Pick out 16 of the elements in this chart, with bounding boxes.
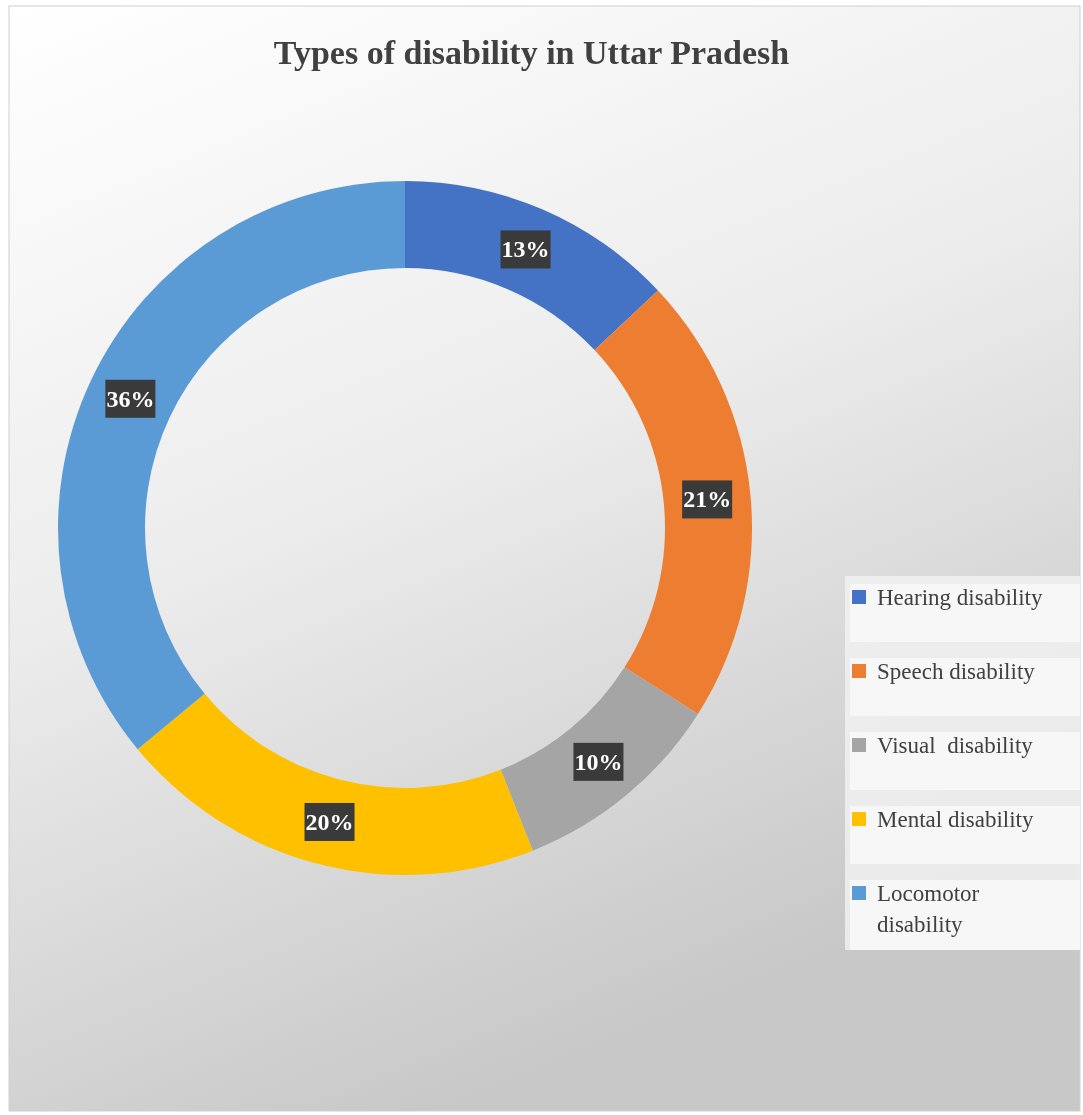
chart-title: Types of disability in Uttar Pradesh bbox=[273, 34, 790, 71]
donut-slice bbox=[500, 667, 698, 851]
legend-label: Visual disability bbox=[877, 733, 1034, 758]
data-label: 36% bbox=[106, 385, 155, 412]
data-label: 10% bbox=[574, 748, 623, 775]
legend-label: Hearing disability bbox=[877, 585, 1043, 610]
data-label: 20% bbox=[305, 808, 354, 835]
legend-label: Mental disability bbox=[877, 807, 1035, 832]
legend-label: Locomotor disability bbox=[877, 881, 980, 937]
legend-label: Speech disability bbox=[877, 659, 1036, 684]
donut-slice bbox=[594, 290, 752, 714]
donut-slice bbox=[405, 181, 658, 351]
data-label: 21% bbox=[683, 486, 732, 513]
donut-slice bbox=[58, 181, 405, 750]
donut-slice bbox=[137, 693, 533, 875]
data-label: 13% bbox=[501, 236, 550, 263]
